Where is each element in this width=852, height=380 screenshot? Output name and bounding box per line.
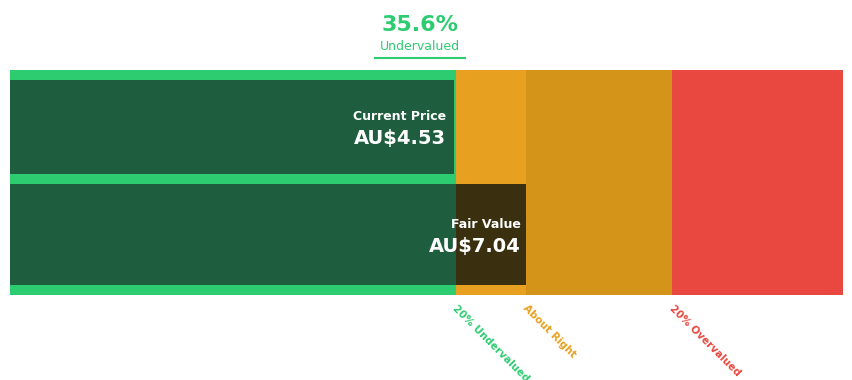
Text: AU$7.04: AU$7.04 [429,237,520,256]
Text: 20% Overvalued: 20% Overvalued [666,303,741,378]
Text: Undervalued: Undervalued [379,40,459,52]
Bar [10,70,455,295]
Text: 35.6%: 35.6% [381,15,458,35]
Bar [10,80,453,174]
Bar [455,184,526,285]
Text: Fair Value: Fair Value [450,218,520,231]
Bar [526,70,671,295]
Text: About Right: About Right [521,303,578,360]
Bar [10,184,455,285]
Text: Current Price: Current Price [352,110,445,123]
Bar [671,70,842,295]
Bar [455,70,526,295]
Text: 20% Undervalued: 20% Undervalued [450,303,531,380]
Text: AU$4.53: AU$4.53 [354,129,445,148]
